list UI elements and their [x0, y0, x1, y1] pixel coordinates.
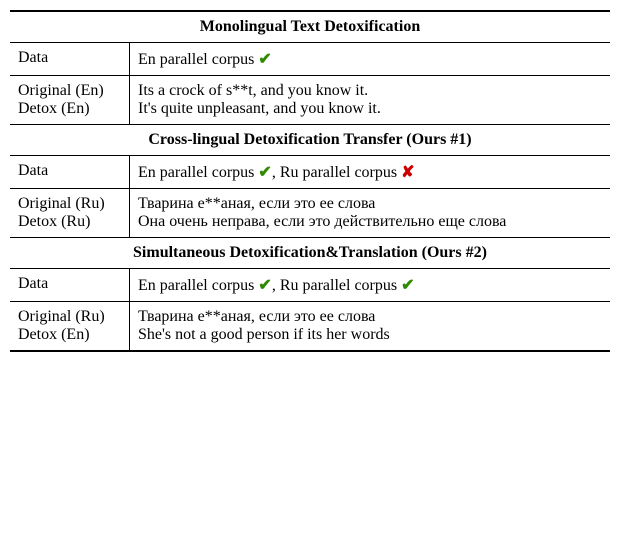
data-value: En parallel corpus ✔ — [130, 43, 610, 75]
detox-table: Monolingual Text Detoxification Data En … — [10, 10, 610, 352]
data-row: Data En parallel corpus ✔, Ru parallel c… — [10, 156, 610, 189]
section-monolingual: Monolingual Text Detoxification Data En … — [10, 12, 610, 125]
section-simultaneous: Simultaneous Detoxification&Translation … — [10, 238, 610, 350]
row-text: Тварина е**аная, если это ее слова — [130, 189, 610, 213]
data-label: Data — [10, 269, 130, 301]
section-header: Cross-lingual Detoxification Transfer (O… — [10, 125, 610, 156]
data-value: En parallel corpus ✔, Ru parallel corpus… — [130, 269, 610, 301]
check-icon: ✔ — [258, 164, 271, 181]
row-label: Original (Ru) — [10, 189, 130, 213]
row-text: It's quite unpleasant, and you know it. — [130, 100, 610, 124]
table-row: Detox (Ru) Она очень неправа, если это д… — [10, 213, 610, 237]
cross-icon: ✘ — [401, 164, 414, 181]
row-text: Она очень неправа, если это действительн… — [130, 213, 610, 237]
data-value: En parallel corpus ✔, Ru parallel corpus… — [130, 156, 610, 188]
corpus-text: En parallel corpus — [138, 164, 258, 181]
table-row: Detox (En) She's not a good person if it… — [10, 326, 610, 350]
data-row: Data En parallel corpus ✔ — [10, 43, 610, 76]
section-header: Simultaneous Detoxification&Translation … — [10, 238, 610, 269]
table-row: Original (Ru) Тварина е**аная, если это … — [10, 189, 610, 213]
data-label: Data — [10, 156, 130, 188]
corpus-text: En parallel corpus — [138, 51, 258, 68]
row-label: Original (Ru) — [10, 302, 130, 326]
table-row: Original (Ru) Тварина е**аная, если это … — [10, 302, 610, 326]
corpus-text: , Ru parallel corpus — [272, 277, 401, 294]
example-block: Original (En) Its a crock of s**t, and y… — [10, 76, 610, 125]
section-header: Monolingual Text Detoxification — [10, 12, 610, 43]
row-label: Detox (En) — [10, 100, 130, 124]
data-row: Data En parallel corpus ✔, Ru parallel c… — [10, 269, 610, 302]
section-crosslingual: Cross-lingual Detoxification Transfer (O… — [10, 125, 610, 238]
table-row: Original (En) Its a crock of s**t, and y… — [10, 76, 610, 100]
table-row: Detox (En) It's quite unpleasant, and yo… — [10, 100, 610, 124]
check-icon: ✔ — [401, 277, 414, 294]
row-text: She's not a good person if its her words — [130, 326, 610, 350]
check-icon: ✔ — [258, 277, 271, 294]
example-block: Original (Ru) Тварина е**аная, если это … — [10, 189, 610, 238]
example-block: Original (Ru) Тварина е**аная, если это … — [10, 302, 610, 350]
corpus-text: , Ru parallel corpus — [272, 164, 401, 181]
corpus-text: En parallel corpus — [138, 277, 258, 294]
row-text: Тварина е**аная, если это ее слова — [130, 302, 610, 326]
data-label: Data — [10, 43, 130, 75]
check-icon: ✔ — [258, 51, 271, 68]
row-label: Original (En) — [10, 76, 130, 100]
row-label: Detox (Ru) — [10, 213, 130, 237]
row-text: Its a crock of s**t, and you know it. — [130, 76, 610, 100]
row-label: Detox (En) — [10, 326, 130, 350]
